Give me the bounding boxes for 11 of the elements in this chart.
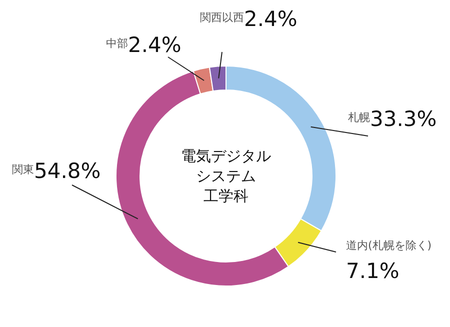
slice-label: 関西以西	[200, 11, 244, 24]
data-label: 33.3%	[370, 107, 437, 131]
data-label: 2.4%	[244, 7, 298, 31]
data-label: 2.4%	[128, 33, 182, 57]
text: 電気デジタルシステム工学科	[181, 147, 271, 205]
data-label: 54.8%	[34, 159, 101, 183]
slice-label: 中部	[106, 37, 128, 50]
slice-label: 札幌	[348, 111, 370, 124]
data-label: 7.1%	[346, 259, 400, 283]
slice-label: 道内(札幌を除く)	[346, 239, 432, 252]
slice-label: 関東	[12, 163, 34, 176]
